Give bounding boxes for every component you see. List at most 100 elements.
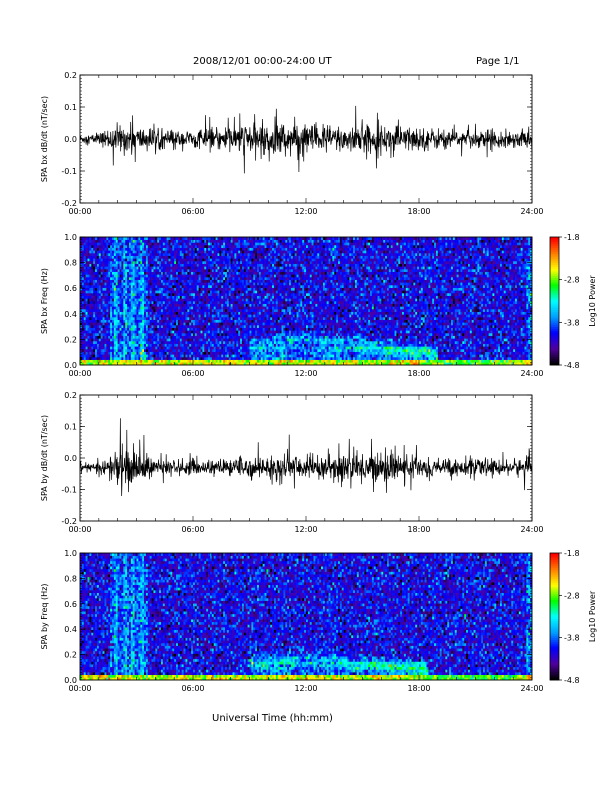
spectrogram-cell bbox=[103, 296, 105, 299]
spectrogram-cell bbox=[248, 290, 250, 293]
spectrogram-cell bbox=[204, 296, 206, 299]
spectrogram-cell bbox=[259, 314, 261, 317]
spectrogram-cell bbox=[201, 250, 203, 253]
spectrogram-cell bbox=[268, 296, 270, 299]
spectrogram-cell bbox=[234, 253, 236, 256]
spectrogram-cell bbox=[180, 277, 182, 280]
spectrogram-cell bbox=[210, 288, 212, 291]
spectrogram-cell bbox=[95, 248, 97, 251]
spectrogram-cell bbox=[201, 352, 203, 355]
spectrogram-cell bbox=[108, 240, 110, 243]
spectrogram-cell bbox=[225, 269, 227, 272]
spectrogram-cell bbox=[97, 250, 99, 253]
spectrogram-cell bbox=[138, 269, 140, 272]
spectrogram-cell bbox=[236, 346, 238, 349]
spectrogram-cell bbox=[234, 304, 236, 307]
spectrogram-cell bbox=[167, 285, 169, 288]
spectrogram-cell bbox=[88, 256, 90, 259]
spectrogram-cell bbox=[221, 245, 223, 248]
spectrogram-cell bbox=[193, 285, 195, 288]
spectrogram-cell bbox=[114, 296, 116, 299]
spectrogram-cell bbox=[89, 314, 91, 317]
spectrogram-cell bbox=[146, 272, 148, 275]
spectrogram-cell bbox=[208, 317, 210, 320]
spectrogram-cell bbox=[91, 293, 93, 296]
spectrogram-cell bbox=[110, 282, 112, 285]
spectrogram-cell bbox=[127, 285, 129, 288]
spectrogram-cell bbox=[185, 277, 187, 280]
spectrogram-cell bbox=[93, 256, 95, 259]
spectrogram-cell bbox=[121, 304, 123, 307]
spectrogram-cell bbox=[170, 282, 172, 285]
spectrogram-cell bbox=[172, 341, 174, 344]
spectrogram-cell bbox=[157, 261, 159, 264]
spectrogram-cell bbox=[257, 296, 259, 299]
spectrogram-cell bbox=[236, 314, 238, 317]
spectrogram-cell bbox=[82, 344, 84, 347]
spectrogram-cell bbox=[93, 272, 95, 275]
spectrogram-cell bbox=[161, 240, 163, 243]
spectrogram-cell bbox=[221, 298, 223, 301]
spectrogram-cell bbox=[165, 357, 167, 360]
spectrogram-cell bbox=[150, 312, 152, 315]
spectrogram-cell bbox=[153, 296, 155, 299]
spectrogram-cell bbox=[118, 266, 120, 269]
spectrogram-cell bbox=[217, 322, 219, 325]
spectrogram-cell bbox=[265, 330, 267, 333]
spectrogram-cell bbox=[201, 285, 203, 288]
spectrogram-cell bbox=[110, 277, 112, 280]
spectrogram-cell bbox=[137, 298, 139, 301]
spectrogram-cell bbox=[84, 256, 86, 259]
spectrogram-cell bbox=[268, 314, 270, 317]
spectrogram-cell bbox=[263, 248, 265, 251]
spectrogram-cell bbox=[148, 336, 150, 339]
spectrogram-cell bbox=[137, 293, 139, 296]
spectrogram-cell bbox=[250, 317, 252, 320]
spectrogram-cell bbox=[206, 253, 208, 256]
spectrogram-cell bbox=[131, 322, 133, 325]
spectrogram-cell bbox=[214, 344, 216, 347]
spectrogram-cell bbox=[167, 328, 169, 331]
spectrogram-cell bbox=[216, 240, 218, 243]
spectrogram-cell bbox=[101, 264, 103, 267]
spectrogram-cell bbox=[137, 352, 139, 355]
spectrogram-cell bbox=[263, 245, 265, 248]
spectrogram-cell bbox=[88, 282, 90, 285]
spectrogram-cell bbox=[201, 245, 203, 248]
spectrogram-cell bbox=[246, 322, 248, 325]
spectrogram-cell bbox=[180, 330, 182, 333]
spectrogram-cell bbox=[195, 250, 197, 253]
spectrogram-cell bbox=[101, 333, 103, 336]
spectrogram-cell bbox=[216, 352, 218, 355]
spectrogram-cell bbox=[116, 304, 118, 307]
spectrogram-cell bbox=[201, 338, 203, 341]
spectrogram-cell bbox=[248, 314, 250, 317]
spectrogram-cell bbox=[174, 277, 176, 280]
spectrogram-cell bbox=[165, 352, 167, 355]
spectrogram-cell bbox=[152, 306, 154, 309]
spectrogram-cell bbox=[138, 272, 140, 275]
spectrogram-cell bbox=[217, 293, 219, 296]
spectrogram-cell bbox=[253, 306, 255, 309]
spectrogram-cell bbox=[86, 245, 88, 248]
spectrogram-cell bbox=[193, 250, 195, 253]
spectrogram-cell bbox=[206, 261, 208, 264]
spectrogram-cell bbox=[238, 346, 240, 349]
spectrogram-cell bbox=[176, 266, 178, 269]
spectrogram-cell bbox=[125, 306, 127, 309]
spectrogram-cell bbox=[101, 330, 103, 333]
spectrogram-cell bbox=[116, 258, 118, 261]
spectrogram-cell bbox=[216, 304, 218, 307]
spectrogram-cell bbox=[165, 280, 167, 283]
spectrogram-cell bbox=[133, 309, 135, 312]
spectrogram-cell bbox=[176, 296, 178, 299]
spectrogram-cell bbox=[263, 309, 265, 312]
spectrogram-cell bbox=[86, 301, 88, 304]
spectrogram-cell bbox=[86, 330, 88, 333]
spectrogram-cell bbox=[225, 360, 227, 363]
spectrogram-cell bbox=[86, 304, 88, 307]
spectrogram-cell bbox=[197, 346, 199, 349]
spectrogram-cell bbox=[248, 344, 250, 347]
spectrogram-cell bbox=[146, 242, 148, 245]
spectrogram-cell bbox=[148, 264, 150, 267]
